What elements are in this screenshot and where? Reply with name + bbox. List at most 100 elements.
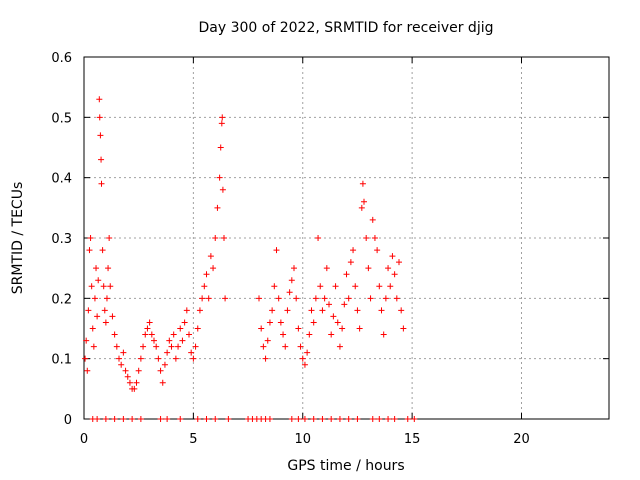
- data-point: [277, 319, 284, 326]
- data-point: [310, 416, 317, 422]
- data-point: [107, 283, 114, 290]
- data-point: [393, 295, 400, 302]
- data-point: [389, 253, 396, 260]
- data-point: [131, 385, 138, 392]
- x-tick-label: 15: [404, 432, 421, 447]
- data-point: [378, 307, 385, 314]
- data-point: [93, 265, 100, 272]
- data-point: [295, 325, 302, 332]
- data-point: [328, 331, 335, 338]
- data-point: [369, 216, 376, 223]
- data-point: [391, 271, 398, 278]
- data-point: [343, 271, 350, 278]
- data-point: [275, 295, 282, 302]
- chart-title: Day 300 of 2022, SRMTID for receiver dji…: [199, 20, 494, 36]
- data-point: [181, 319, 188, 326]
- data-point: [350, 247, 357, 254]
- data-point: [164, 349, 171, 356]
- data-point: [365, 265, 372, 272]
- y-axis-title: SRMTID / TECUs: [10, 182, 26, 295]
- data-point: [291, 265, 297, 272]
- data-point: [266, 319, 273, 326]
- data-point: [183, 307, 190, 314]
- data-point: [86, 247, 93, 254]
- data-point: [214, 204, 221, 211]
- data-point: [124, 373, 131, 380]
- data-point: [109, 313, 116, 320]
- data-point: [175, 343, 182, 350]
- data-point: [221, 235, 227, 241]
- data-point: [371, 235, 378, 241]
- data-points: [82, 96, 418, 422]
- data-point: [161, 361, 168, 368]
- data-point: [85, 307, 92, 314]
- data-point: [282, 343, 289, 350]
- data-point: [310, 319, 317, 326]
- data-point: [102, 416, 109, 422]
- data-point: [159, 379, 166, 386]
- data-point: [306, 331, 313, 338]
- data-point: [280, 331, 287, 338]
- data-point: [102, 319, 109, 326]
- data-point: [199, 295, 206, 302]
- data-point: [345, 295, 352, 302]
- data-point: [328, 416, 335, 422]
- data-point: [101, 307, 108, 314]
- data-point: [218, 120, 225, 127]
- data-point: [347, 259, 354, 266]
- data-point: [359, 180, 366, 187]
- data-point: [155, 355, 162, 362]
- data-point: [288, 416, 295, 422]
- data-point: [334, 319, 341, 326]
- data-point: [94, 313, 101, 320]
- data-point: [116, 355, 122, 362]
- data-point: [258, 325, 265, 332]
- data-point: [336, 343, 343, 350]
- data-point: [271, 283, 278, 290]
- data-point: [142, 331, 149, 338]
- data-point: [172, 355, 179, 362]
- data-point: [376, 416, 383, 422]
- data-point: [98, 156, 105, 163]
- data-point: [396, 259, 402, 266]
- data-point: [315, 235, 322, 241]
- data-point: [312, 295, 319, 302]
- data-point: [304, 349, 311, 356]
- data-point: [319, 307, 326, 314]
- data-point: [83, 337, 90, 344]
- y-tick-label: 0.1: [51, 353, 72, 368]
- data-point: [84, 367, 91, 374]
- data-point: [404, 416, 411, 422]
- data-point: [106, 235, 113, 241]
- data-point: [96, 114, 103, 121]
- y-tick-label: 0.6: [51, 51, 72, 66]
- data-point: [135, 367, 142, 374]
- data-point: [358, 204, 365, 211]
- data-point: [398, 307, 405, 314]
- data-point: [217, 144, 224, 151]
- data-point: [103, 295, 110, 302]
- data-point: [293, 295, 300, 302]
- data-point: [157, 416, 164, 422]
- x-axis-ticks: 0 5 10 15 20: [80, 57, 530, 447]
- data-point: [129, 416, 136, 422]
- data-point: [380, 331, 387, 338]
- data-point: [256, 295, 262, 302]
- data-point: [369, 416, 376, 422]
- data-point: [264, 337, 271, 344]
- data-point: [194, 325, 201, 332]
- data-point: [186, 331, 192, 338]
- data-point: [111, 416, 118, 422]
- data-point: [411, 416, 418, 422]
- data-point: [170, 331, 177, 338]
- data-point: [96, 96, 103, 103]
- data-point: [203, 271, 210, 278]
- data-point: [111, 331, 118, 338]
- data-point: [308, 307, 315, 314]
- data-point: [269, 307, 276, 314]
- data-point: [126, 379, 133, 386]
- data-point: [385, 265, 392, 272]
- data-point: [341, 301, 348, 308]
- data-point: [177, 416, 184, 422]
